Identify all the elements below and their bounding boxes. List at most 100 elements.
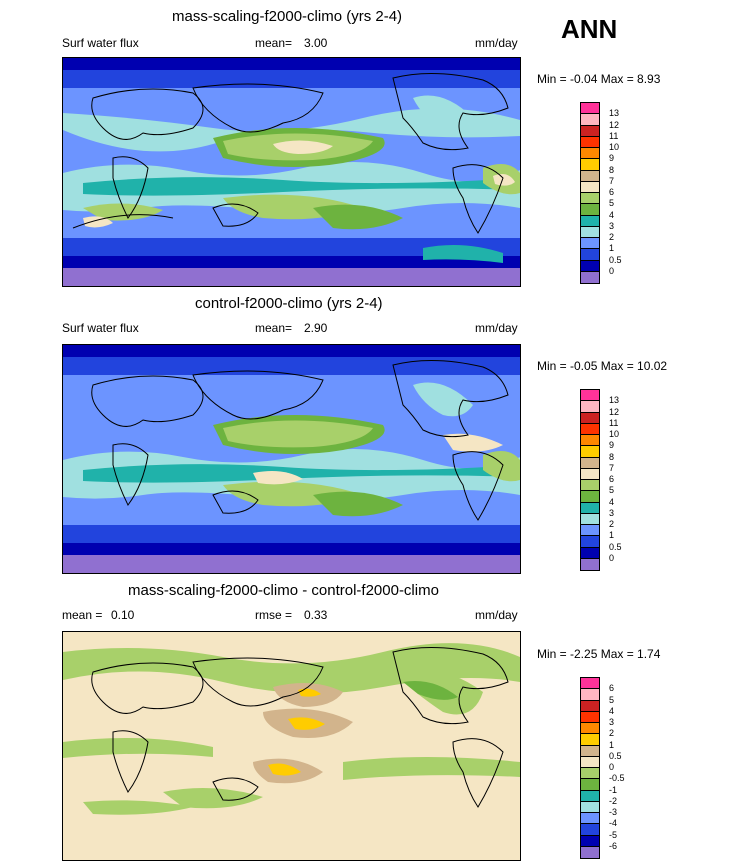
- colorbar-swatch: [581, 723, 599, 735]
- colorbar-swatch: [581, 846, 599, 858]
- panel3-map: [62, 631, 521, 861]
- panel3-mean-label: mean =: [62, 608, 103, 622]
- colorbar-tick-label: 9: [609, 153, 615, 164]
- colorbar-swatch: [581, 513, 599, 525]
- colorbar-tick-label: 7: [609, 175, 615, 186]
- colorbar-tick-label: 12: [609, 406, 620, 417]
- colorbar-tick-label: 0.5: [609, 541, 622, 552]
- colorbar-swatch: [581, 801, 599, 813]
- colorbar-swatch: [581, 114, 599, 126]
- colorbar-tick-label: 0: [609, 265, 615, 276]
- colorbar-swatch: [581, 170, 599, 182]
- panel1-title: mass-scaling-f2000-climo (yrs 2-4): [172, 8, 403, 25]
- colorbar-swatch: [581, 271, 599, 283]
- panel3-rmse-value: 0.33: [304, 608, 328, 622]
- colorbar-swatch: [581, 226, 599, 238]
- colorbar-tick-label: 2: [609, 519, 615, 529]
- colorbar-tick-label: 1: [609, 739, 615, 750]
- panel3-title: mass-scaling-f2000-climo - control-f2000…: [128, 582, 439, 599]
- colorbar-tick-label: 5: [609, 198, 615, 209]
- colorbar-tick-label: 0: [609, 552, 615, 563]
- colorbar-swatch: [581, 125, 599, 137]
- colorbar-tick-label: 11: [609, 417, 619, 428]
- colorbar-tick-label: 3: [609, 220, 615, 231]
- colorbar-tick-label: 3: [609, 717, 615, 727]
- colorbar-swatch: [581, 435, 599, 447]
- panel1-mean-value: 3.00: [304, 36, 328, 50]
- panel2-minmax: Min = -0.05 Max = 10.02: [537, 359, 668, 373]
- panel2-variable-label: Surf water flux: [62, 321, 139, 335]
- colorbar-swatch: [581, 480, 599, 492]
- colorbar-tick-label: 2: [609, 728, 615, 739]
- colorbar-swatch: [581, 768, 599, 780]
- colorbar-swatch: [581, 491, 599, 503]
- panel1-mean-label: mean=: [255, 36, 293, 50]
- colorbar-swatch: [581, 159, 599, 171]
- panel3-rmse-label: rmse =: [255, 608, 293, 622]
- colorbar-tick-label: 11: [609, 130, 619, 141]
- colorbar-swatch: [581, 215, 599, 227]
- panel2-title: control-f2000-climo (yrs 2-4): [195, 295, 383, 312]
- colorbar-swatch: [581, 136, 599, 148]
- colorbar-swatch: [581, 423, 599, 435]
- colorbar-tick-label: 6: [609, 683, 615, 694]
- colorbar-swatch: [581, 745, 599, 757]
- colorbar-tick-label: 4: [609, 209, 615, 220]
- colorbar-swatch: [581, 547, 599, 559]
- colorbar-tick-label: 3: [609, 507, 615, 518]
- colorbar-tick-label: 6: [609, 474, 615, 484]
- panel1-units: mm/day: [475, 36, 518, 50]
- panel2-mean-label: mean=: [255, 321, 293, 335]
- colorbar-swatch: [581, 502, 599, 514]
- colorbar-swatch: [581, 260, 599, 272]
- colorbar-tick-label: 10: [609, 429, 620, 439]
- panel1-minmax: Min = -0.04 Max = 8.93: [537, 72, 661, 86]
- colorbar-swatch: [581, 412, 599, 424]
- colorbar-swatch: [581, 204, 599, 216]
- colorbar-tick-label: -2: [609, 795, 618, 806]
- colorbar-tick-label: 0.5: [609, 750, 622, 761]
- colorbar-tick-label: 5: [609, 694, 615, 705]
- panel1-colorbar: [580, 102, 600, 284]
- colorbar-tick-label: 4: [609, 705, 615, 716]
- colorbar-swatch: [581, 181, 599, 193]
- colorbar-tick-label: 7: [609, 462, 615, 473]
- panel2-units: mm/day: [475, 321, 518, 335]
- panel2-map: [62, 344, 521, 574]
- panel3-map-svg: [63, 632, 520, 860]
- colorbar-swatch: [581, 689, 599, 701]
- colorbar-tick-label: 0.5: [609, 254, 622, 265]
- colorbar-tick-label: 6: [609, 187, 615, 197]
- colorbar-tick-label: 8: [609, 451, 615, 462]
- colorbar-tick-label: 12: [609, 119, 620, 130]
- colorbar-tick-label: 5: [609, 485, 615, 496]
- colorbar-tick-label: -6: [609, 840, 618, 851]
- colorbar-tick-label: -4: [609, 818, 618, 829]
- colorbar-swatch: [581, 700, 599, 712]
- colorbar-swatch: [581, 446, 599, 458]
- colorbar-swatch: [581, 193, 599, 205]
- colorbar-swatch: [581, 756, 599, 768]
- colorbar-tick-label: 13: [609, 108, 620, 119]
- colorbar-swatch: [581, 790, 599, 802]
- colorbar-tick-label: 10: [609, 142, 620, 152]
- panel2-mean-value: 2.90: [304, 321, 328, 335]
- colorbar-swatch: [581, 824, 599, 836]
- colorbar-tick-label: 1: [609, 243, 615, 254]
- colorbar-tick-label: 13: [609, 395, 620, 406]
- colorbar-swatch: [581, 401, 599, 413]
- panel1-variable-label: Surf water flux: [62, 36, 139, 50]
- panel2-colorbar: [580, 389, 600, 571]
- colorbar-swatch: [581, 779, 599, 791]
- panel3-mean-value: 0.10: [111, 608, 135, 622]
- panel3-colorbar: [580, 677, 600, 859]
- colorbar-swatch: [581, 835, 599, 847]
- panel1-map: [62, 57, 521, 287]
- colorbar-swatch: [581, 468, 599, 480]
- colorbar-swatch: [581, 103, 599, 115]
- season-label: ANN: [561, 14, 618, 44]
- colorbar-tick-label: 2: [609, 232, 615, 242]
- colorbar-swatch: [581, 457, 599, 469]
- panel3-minmax: Min = -2.25 Max = 1.74: [537, 647, 661, 661]
- panel2-map-svg: [63, 345, 520, 573]
